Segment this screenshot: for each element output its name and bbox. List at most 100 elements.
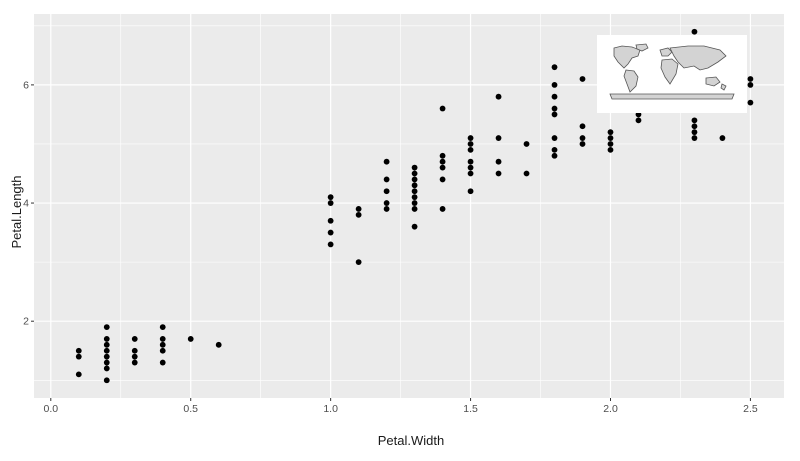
data-point	[467, 188, 474, 195]
data-point	[327, 200, 334, 206]
data-point	[523, 141, 530, 147]
data-point	[551, 93, 558, 100]
data-point	[131, 336, 138, 342]
data-point	[411, 164, 418, 171]
data-point	[579, 123, 586, 130]
data-point	[747, 81, 754, 88]
data-point	[551, 146, 558, 153]
data-point	[467, 135, 474, 141]
data-point	[439, 158, 446, 165]
data-point	[691, 28, 698, 35]
data-point	[551, 81, 558, 88]
data-point	[411, 194, 418, 201]
data-point	[327, 229, 334, 236]
data-points	[75, 28, 754, 384]
data-point	[551, 64, 558, 71]
data-point	[159, 324, 166, 331]
data-point	[411, 188, 418, 195]
data-point	[103, 324, 110, 331]
data-point	[439, 206, 446, 212]
x-tick-label: 0.5	[183, 403, 198, 415]
data-point	[159, 347, 166, 354]
data-point	[131, 347, 138, 354]
data-point	[159, 359, 166, 366]
data-point	[551, 111, 558, 118]
x-tick-label: 2.5	[743, 403, 758, 415]
data-point	[439, 105, 446, 112]
x-axis-title: Petal.Width	[378, 433, 444, 448]
world-map-inset	[597, 35, 747, 113]
data-point	[103, 353, 110, 360]
data-point	[439, 164, 446, 171]
data-point	[691, 135, 698, 141]
data-point	[495, 93, 502, 100]
data-point	[103, 359, 110, 366]
minor-gridlines	[34, 14, 784, 398]
data-point	[103, 336, 110, 342]
x-tick-label: 0.0	[43, 403, 58, 415]
data-point	[719, 135, 726, 141]
data-point	[103, 377, 110, 384]
data-point	[467, 170, 474, 177]
x-tick-label: 1.5	[463, 403, 478, 415]
data-point	[355, 211, 362, 218]
tick-labels: 0.0 0.5 1.0 1.5 2.0 2.5 2 4 6	[23, 79, 758, 415]
data-point	[635, 117, 642, 124]
data-point	[551, 152, 558, 159]
data-point	[411, 206, 418, 212]
data-point	[439, 176, 446, 183]
data-point	[75, 353, 82, 360]
data-point	[327, 194, 334, 201]
data-point	[411, 182, 418, 189]
data-point	[747, 99, 754, 106]
y-axis-title: Petal.Length	[9, 175, 24, 248]
data-point	[187, 336, 194, 342]
data-point	[467, 146, 474, 153]
data-point	[327, 241, 334, 248]
data-point	[607, 141, 614, 147]
data-point	[103, 341, 110, 348]
data-point	[327, 217, 334, 224]
data-point	[75, 347, 82, 354]
y-tick-label: 6	[23, 79, 29, 91]
data-point	[411, 200, 418, 206]
x-tick-label: 2.0	[603, 403, 618, 415]
data-point	[383, 158, 390, 165]
data-point	[411, 176, 418, 183]
data-point	[747, 76, 754, 82]
data-point	[383, 176, 390, 183]
data-point	[411, 223, 418, 230]
data-point	[495, 170, 502, 177]
data-point	[159, 336, 166, 342]
data-point	[383, 188, 390, 195]
data-point	[355, 259, 362, 266]
y-tick-label: 4	[23, 198, 29, 210]
data-point	[383, 200, 390, 206]
data-point	[103, 365, 110, 372]
data-point	[439, 152, 446, 159]
data-point	[607, 135, 614, 141]
data-point	[75, 371, 82, 378]
axis-ticks	[31, 84, 751, 401]
data-point	[523, 170, 530, 177]
data-point	[579, 135, 586, 141]
data-point	[607, 129, 614, 136]
data-point	[159, 341, 166, 348]
data-point	[691, 123, 698, 130]
data-point	[411, 170, 418, 177]
data-point	[467, 164, 474, 171]
data-point	[607, 146, 614, 153]
data-point	[131, 359, 138, 366]
data-point	[551, 105, 558, 112]
data-point	[495, 158, 502, 165]
data-point	[579, 141, 586, 147]
major-gridlines	[34, 14, 784, 398]
world-map-icon	[608, 43, 736, 100]
data-point	[103, 347, 110, 354]
data-point	[551, 135, 558, 141]
y-tick-label: 2	[23, 316, 29, 328]
data-point	[383, 206, 390, 212]
data-point	[495, 135, 502, 141]
data-point	[467, 158, 474, 165]
